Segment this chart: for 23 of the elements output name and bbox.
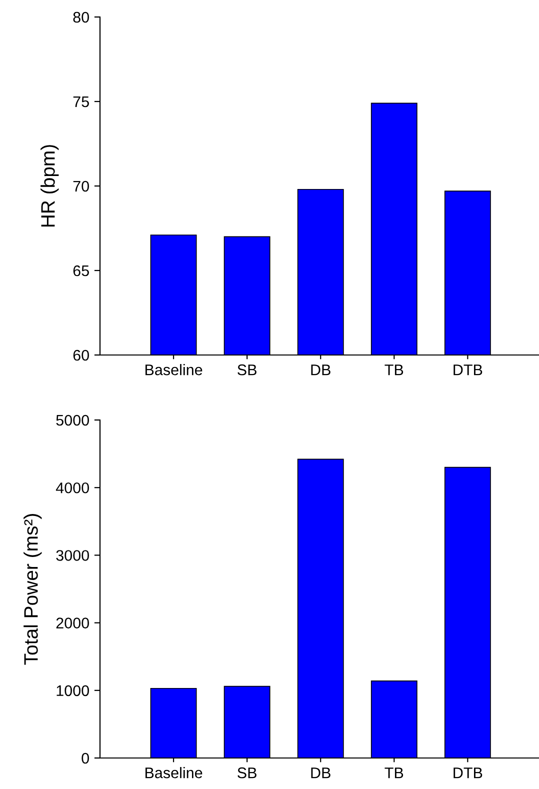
x-tick-label: DB (311, 364, 330, 376)
y-tick-label: 75 (73, 96, 89, 108)
x-tick-label: Baseline (145, 364, 202, 376)
x-tick-label: TB (384, 364, 404, 376)
x-tick-label: Baseline (145, 767, 202, 778)
x-tick-label: SB (238, 767, 256, 778)
y-axis-title: HR (bpm) (40, 145, 59, 227)
x-tick-label: SB (238, 364, 256, 376)
y-tick-label: 5000 (56, 414, 89, 426)
y-axis-title: Total Power (ms²) (24, 514, 42, 665)
x-tick-label: DTB (454, 364, 482, 376)
y-tick-label: 3000 (56, 550, 89, 561)
x-tick-label: DB (311, 768, 330, 778)
y-tick-label: 2000 (56, 618, 89, 628)
y-tick-label: 4000 (56, 482, 89, 494)
y-tick-label: 1000 (56, 685, 89, 696)
x-tick-label: TB (384, 768, 404, 778)
y-tick-label: 70 (73, 180, 89, 192)
y-tick-label: 0 (82, 752, 89, 764)
x-tick-label: DTB (454, 768, 482, 778)
y-tick-label: 65 (73, 265, 89, 276)
y-tick-label: 80 (73, 12, 89, 23)
y-tick-label: 60 (73, 350, 89, 361)
